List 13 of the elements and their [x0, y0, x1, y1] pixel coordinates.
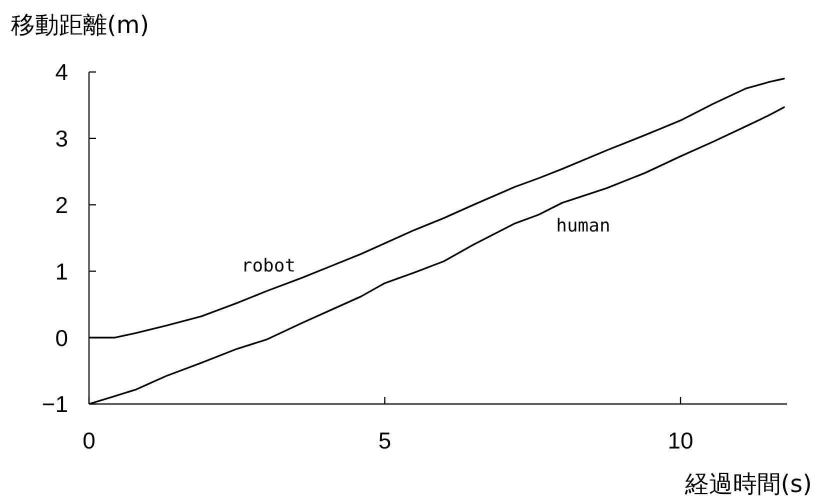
x-tick-label: 10 — [668, 427, 694, 454]
x-axis-title: 経過時間(s) — [684, 469, 812, 500]
series-label: robot — [241, 256, 296, 277]
y-axis-title: 移動距離(m) — [11, 10, 150, 41]
x-tick-label: 0 — [82, 427, 96, 454]
y-tick-label: −1 — [42, 391, 68, 418]
series-label: human — [556, 215, 610, 236]
y-tick-label: 1 — [55, 258, 68, 284]
y-tick-label: 4 — [55, 59, 68, 86]
y-tick-label: 3 — [55, 126, 68, 152]
y-tick-label: 0 — [55, 324, 68, 351]
x-tick-label: 5 — [378, 427, 392, 454]
y-tick-label: 2 — [55, 192, 68, 218]
